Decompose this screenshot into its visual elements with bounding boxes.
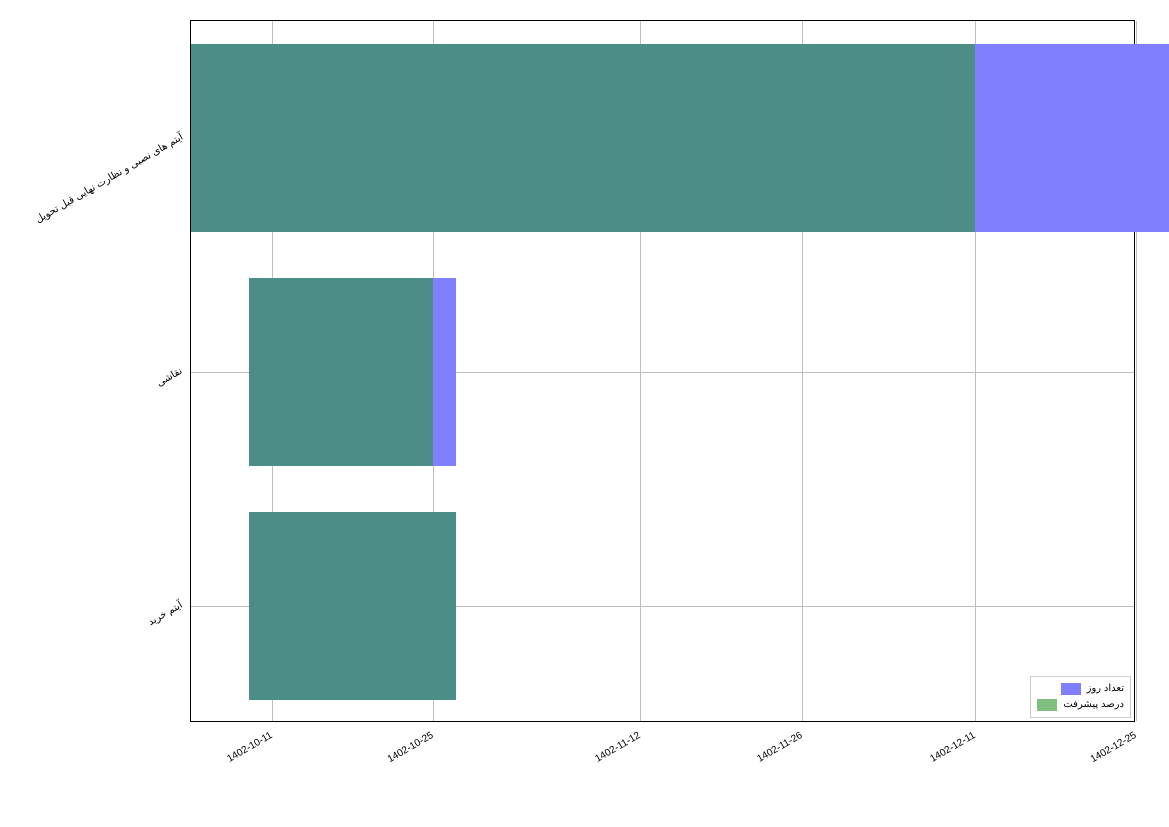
xtick-label: 1402-12-25 (1089, 730, 1139, 765)
legend-swatch (1037, 699, 1057, 711)
ytick-label: آیتم های نصبی و نظارت نهایی قبل تحویل (33, 132, 184, 226)
legend-swatch (1061, 683, 1081, 695)
xtick-label: 1402-10-11 (225, 730, 274, 765)
plot-area (190, 20, 1135, 722)
xtick-label: 1402-10-25 (386, 730, 436, 765)
legend-item-days: تعداد روز (1037, 681, 1124, 697)
legend-label: درصد پیشرفت (1063, 697, 1124, 713)
bar-progress (249, 512, 456, 699)
ytick-label: نقاشی (155, 366, 184, 389)
bar-progress (191, 44, 975, 231)
gantt-chart: 1402-10-11 1402-10-25 1402-11-12 1402-11… (0, 0, 1169, 827)
legend: تعداد روز درصد پیشرفت (1030, 676, 1131, 718)
legend-item-progress: درصد پیشرفت (1037, 697, 1124, 713)
bar-progress (249, 278, 433, 465)
xtick-label: 1402-11-12 (594, 730, 643, 765)
xtick-label: 1402-11-26 (755, 730, 804, 765)
legend-label: تعداد روز (1087, 681, 1124, 697)
xtick-label: 1402-12-11 (928, 730, 977, 765)
ytick-label: آیتم خرید (147, 600, 185, 628)
